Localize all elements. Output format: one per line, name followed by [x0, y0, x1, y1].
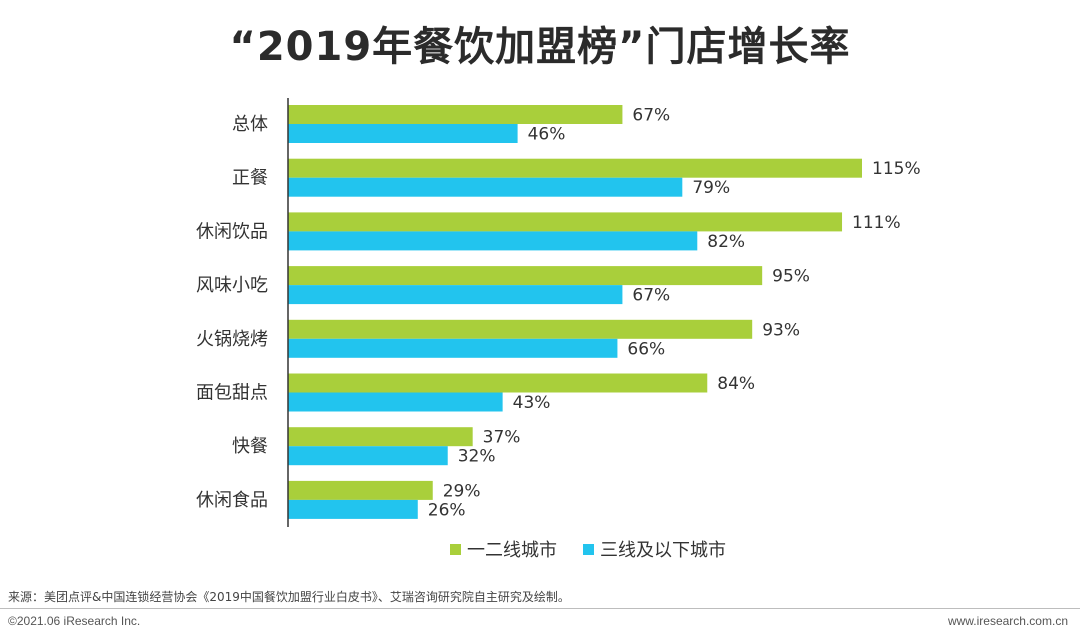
bar-tier1 [288, 158, 862, 178]
bar-tier3 [288, 177, 683, 197]
legend-swatch-tier3 [583, 543, 594, 555]
chart-title: “2019年餐饮加盟榜”门店增长率 [229, 24, 851, 70]
legend-swatch-tier1 [450, 543, 461, 555]
data-label: 111% [852, 213, 901, 233]
category-label: 火锅烧烤 [196, 329, 268, 350]
bar-tier1 [288, 266, 763, 286]
data-label: 32% [458, 447, 496, 467]
category-label: 休闲饮品 [196, 221, 268, 242]
bar-tier1 [288, 212, 843, 232]
data-label: 29% [443, 481, 481, 501]
category-label: 休闲食品 [196, 490, 268, 511]
category-label: 快餐 [232, 436, 268, 457]
legend-label-tier3: 三线及以下城市 [600, 540, 726, 561]
data-label: 93% [762, 320, 800, 340]
category-label: 正餐 [232, 168, 268, 189]
category-label: 风味小吃 [196, 275, 268, 296]
data-label: 67% [632, 286, 670, 306]
data-label: 66% [627, 339, 665, 359]
website: www.iresearch.com.cn [947, 614, 1068, 628]
bar-tier3 [288, 124, 518, 143]
data-label: 67% [632, 106, 670, 126]
bar-tier1 [288, 373, 708, 393]
legend-item-tier1: 一二线城市 [450, 536, 557, 562]
data-label: 46% [528, 125, 566, 145]
bar-tier3 [288, 499, 418, 519]
bar-tier1 [288, 480, 433, 500]
data-label: 82% [707, 232, 745, 252]
legend: 一二线城市 三线及以下城市 [450, 536, 726, 562]
category-label: 总体 [232, 114, 268, 135]
footer-divider [0, 608, 1080, 609]
data-label: 79% [692, 178, 730, 198]
legend-item-tier3: 三线及以下城市 [583, 536, 726, 562]
data-label: 115% [872, 159, 921, 179]
source-note: 来源：美团点评&中国连锁经营协会《2019中国餐饮加盟行业白皮书》、艾瑞咨询研究… [8, 590, 570, 604]
bar-tier3 [288, 285, 623, 305]
data-label: 84% [717, 374, 755, 394]
bar-tier3 [288, 338, 618, 358]
bar-tier1 [288, 427, 473, 447]
data-label: 37% [483, 428, 521, 448]
data-label: 95% [772, 267, 810, 287]
bar-tier3 [288, 446, 448, 466]
copyright: ©2021.06 iResearch Inc. [8, 614, 141, 628]
data-label: 43% [513, 393, 551, 413]
bar-tier1 [288, 319, 753, 339]
bar-tier3 [288, 231, 698, 251]
bar-tier1 [288, 105, 623, 124]
category-label: 面包甜点 [196, 383, 268, 404]
bar-tier3 [288, 392, 503, 412]
legend-label-tier1: 一二线城市 [467, 540, 557, 561]
data-label: 26% [428, 500, 466, 520]
